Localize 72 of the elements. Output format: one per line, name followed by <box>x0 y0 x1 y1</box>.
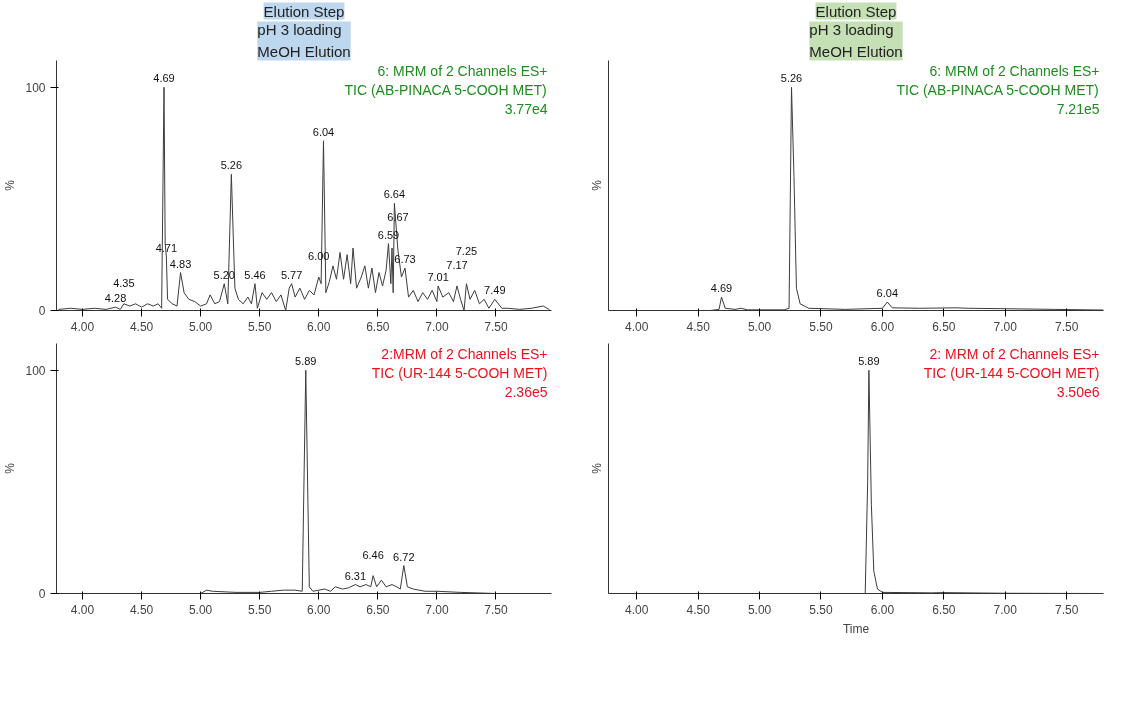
annotation: 4.69 <box>710 282 733 295</box>
x-tick-label: 5.50 <box>248 602 272 617</box>
chart-title: Elution Step <box>815 2 897 20</box>
x-tick-label: 7.00 <box>993 602 1018 617</box>
annotation: 2:MRM of 2 Channels ES+ TIC (UR-144 5-COOH MET) 2.36e5 <box>371 345 548 400</box>
x-tick-label: 5.00 <box>188 319 213 334</box>
annotation: 4.35 <box>113 276 135 289</box>
y-axis-title: % <box>589 179 604 191</box>
annotation: 5.26 <box>220 159 243 172</box>
x-tick-label: 6.00 <box>307 602 331 617</box>
annotation: 4.69 <box>153 72 175 85</box>
annotation: 6.73 <box>394 253 416 266</box>
annotation: 6: MRM of 2 Channels ES+ TIC (AB-PINACA 5-COOH MET) 7.21e5 <box>896 62 1100 117</box>
y-axis-title: % <box>3 179 18 191</box>
annotation: 6.04 <box>312 125 335 138</box>
x-tick-label: 7.00 <box>425 319 449 334</box>
x-tick-label: 5.50 <box>809 602 833 617</box>
annotation: 7.49 <box>484 284 506 297</box>
x-tick-label: 6.50 <box>366 602 390 617</box>
x-tick-label: 6.50 <box>932 319 956 334</box>
annotation: 4.28 <box>104 292 127 305</box>
x-tick-label: 7.50 <box>1054 602 1079 617</box>
x-tick-label: 5.00 <box>747 602 772 617</box>
annotation: 6.64 <box>383 188 406 201</box>
y-tick-label: 0 <box>38 304 46 318</box>
x-tick-label: 5.00 <box>747 319 772 334</box>
x-tick-label: 4.50 <box>686 602 711 617</box>
x-axis-title: Time <box>842 621 870 636</box>
x-tick-label: 6.00 <box>870 602 895 617</box>
chart-subtitle: pH 3 loading MeOH Elution <box>809 21 903 61</box>
x-tick-label: 6.00 <box>870 319 895 334</box>
x-tick-label: 4.00 <box>625 319 649 334</box>
annotation: 5.89 <box>858 355 880 368</box>
x-tick-label: 4.00 <box>70 602 95 617</box>
y-axis-title: % <box>589 462 604 474</box>
x-tick-label: 7.50 <box>1054 319 1079 334</box>
annotation: 6.59 <box>377 228 400 241</box>
y-tick-label: 0 <box>38 587 46 601</box>
annotation: 5.46 <box>244 268 266 281</box>
x-tick-label: 4.00 <box>70 319 95 334</box>
x-tick-label: 5.00 <box>188 602 213 617</box>
x-tick-label: 4.50 <box>129 319 154 334</box>
x-tick-label: 4.50 <box>686 319 711 334</box>
annotation: 6.72 <box>393 550 415 563</box>
x-tick-label: 4.50 <box>129 602 154 617</box>
annotation: 5.77 <box>280 268 303 281</box>
chart-title: Elution Step <box>263 2 345 20</box>
chart-subtitle: pH 3 loading MeOH Elution <box>257 21 351 61</box>
x-tick-label: 6.50 <box>932 602 956 617</box>
annotation: 6.46 <box>362 548 384 561</box>
annotation: 5.26 <box>780 72 803 85</box>
annotation: 6.04 <box>876 287 899 300</box>
y-tick-label: 100 <box>25 363 46 378</box>
x-tick-label: 6.50 <box>366 319 390 334</box>
x-tick-label: 4.00 <box>625 602 649 617</box>
x-tick-label: 7.50 <box>484 319 508 334</box>
annotation: 2: MRM of 2 Channels ES+ TIC (UR-144 5-COOH MET) 3.50e6 <box>923 345 1100 400</box>
x-tick-label: 6.00 <box>307 319 331 334</box>
annotation: 4.83 <box>169 257 192 270</box>
annotation: 7.25 <box>455 244 478 257</box>
annotation: 6: MRM of 2 Channels ES+ TIC (AB-PINACA 5-COOH MET) 3.77e4 <box>344 62 548 117</box>
x-tick-label: 7.00 <box>993 319 1018 334</box>
annotation: 6.31 <box>344 569 367 582</box>
annotation: 7.17 <box>446 258 468 271</box>
x-tick-label: 5.50 <box>809 319 833 334</box>
y-tick-label: 100 <box>25 80 46 95</box>
y-axis-title: % <box>3 462 18 474</box>
x-tick-label: 7.50 <box>484 602 508 617</box>
x-tick-label: 7.00 <box>425 602 449 617</box>
annotation: 7.01 <box>427 270 449 283</box>
x-tick-label: 5.50 <box>248 319 272 334</box>
annotation: 5.89 <box>295 355 317 368</box>
